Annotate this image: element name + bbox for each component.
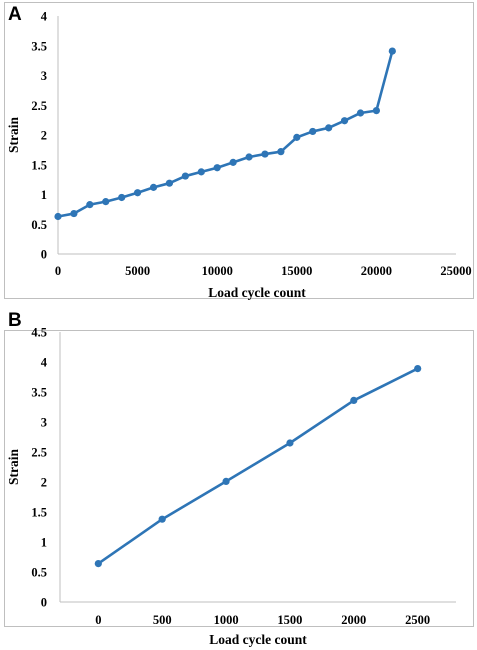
- chart-frame: [4, 330, 474, 627]
- x-tick-label: 20000: [361, 264, 392, 278]
- x-tick-label: 25000: [440, 264, 471, 278]
- y-tick-label: 2.5: [31, 99, 47, 113]
- series-line: [56, 49, 394, 218]
- y-tick-label: 0.5: [31, 566, 47, 580]
- y-tick-label: 2.5: [31, 446, 47, 460]
- y-tick-label: 4.5: [31, 326, 47, 340]
- y-axis-title: Strain: [6, 449, 21, 485]
- data-point: [86, 201, 94, 209]
- data-point: [372, 107, 380, 115]
- series-line: [97, 367, 419, 565]
- y-tick-label: 3.5: [31, 39, 47, 53]
- y-tick-label: 2: [41, 129, 47, 143]
- data-point: [277, 148, 285, 156]
- data-point: [118, 193, 126, 202]
- data-point: [134, 189, 142, 197]
- x-tick-label: 500: [153, 613, 172, 627]
- data-point: [286, 439, 294, 447]
- x-tick-label: 0: [95, 613, 101, 627]
- x-tick-label: 2500: [405, 613, 430, 627]
- x-tick-label: 0: [55, 264, 61, 278]
- y-tick-label: 1: [41, 188, 47, 202]
- data-point: [213, 164, 221, 172]
- y-tick-label: 0: [41, 248, 47, 262]
- data-point: [350, 396, 358, 404]
- y-axis-title: Strain: [6, 117, 21, 153]
- data-point: [158, 515, 166, 523]
- panel-label: B: [8, 310, 22, 331]
- y-tick-label: 3.5: [31, 386, 47, 400]
- data-point: [414, 365, 422, 373]
- y-tick-label: 3: [41, 416, 47, 430]
- y-tick-label: 0: [41, 596, 47, 610]
- data-point: [70, 209, 78, 218]
- x-tick-label: 1000: [214, 613, 239, 627]
- data-point: [181, 172, 189, 180]
- panel-label: A: [8, 4, 22, 25]
- data-point: [293, 133, 301, 141]
- data-point: [356, 109, 365, 117]
- chart-panel-b: B 0 0.5 1 1.5 2 2.5 3 3.5 4 4.5 0 500 1000 1500 2000 250…: [4, 310, 474, 647]
- y-tick-label: 4: [41, 10, 48, 24]
- data-point: [245, 153, 253, 161]
- data-point: [149, 183, 158, 191]
- data-point: [388, 47, 396, 55]
- chart-frame: [4, 2, 474, 299]
- y-tick-label: 1.5: [31, 158, 47, 172]
- x-tick-label: 1500: [277, 613, 302, 627]
- data-point: [340, 117, 349, 125]
- x-tick-label: 5000: [125, 264, 150, 278]
- x-tick-label: 10000: [202, 264, 233, 278]
- y-tick-label: 1: [41, 536, 47, 550]
- x-axis-title: Load cycle count: [209, 632, 307, 647]
- data-point: [165, 179, 174, 187]
- data-point: [102, 198, 110, 206]
- data-point: [309, 127, 317, 136]
- y-tick-label: 2: [41, 476, 47, 490]
- y-tick-label: 4: [41, 356, 48, 370]
- data-point: [54, 212, 62, 221]
- chart-panel-a: A 0 0.5 1 1.5 2 2.5 3 3.5 4 0 5000 10000 15000 20000 25…: [4, 2, 474, 300]
- x-tick-label: 2000: [341, 613, 366, 627]
- y-tick-label: 0.5: [31, 218, 47, 232]
- data-point: [261, 150, 269, 158]
- data-point: [229, 158, 237, 166]
- data-point: [94, 560, 102, 568]
- data-point: [197, 168, 205, 176]
- y-tick-label: 3: [41, 69, 47, 83]
- y-tick-label: 1.5: [31, 506, 47, 520]
- data-point: [222, 477, 230, 485]
- x-axis-title: Load cycle count: [208, 285, 306, 300]
- x-tick-label: 15000: [281, 264, 312, 278]
- data-point: [325, 124, 333, 132]
